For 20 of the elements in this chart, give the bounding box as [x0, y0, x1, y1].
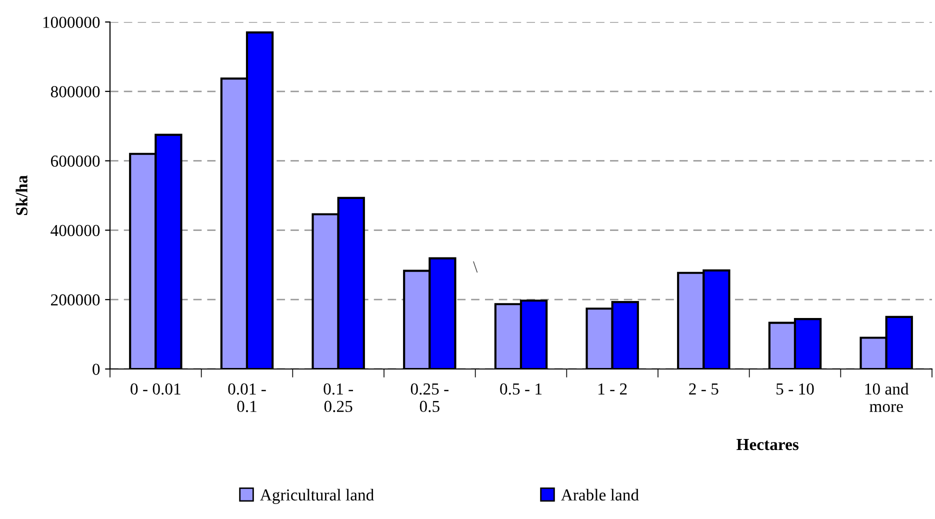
- y-tick-label: 800000: [50, 86, 100, 98]
- x-tick-label: 0.1 - 0.25: [324, 383, 354, 412]
- annotation: \: [473, 261, 478, 273]
- y-tick-label: 600000: [50, 156, 100, 167]
- y-tick-label: 1000000: [43, 16, 100, 28]
- x-axis-title: Hectares: [736, 439, 799, 450]
- x-tick-label: 0.01 - 0.1: [228, 383, 266, 412]
- x-tick-label: 2 - 5: [689, 383, 718, 395]
- legend-label: Arable land: [561, 488, 639, 501]
- x-tick-label: 1 - 2: [598, 383, 627, 394]
- x-tick-label: 0 - 0.01: [130, 383, 180, 395]
- x-tick-label: 5 - 10: [776, 383, 814, 395]
- x-tick-label: 10 and more: [865, 382, 909, 412]
- y-axis-title: Sk/ha: [16, 175, 28, 215]
- y-tick-label: 200000: [51, 294, 100, 306]
- y-tick-label: 0: [92, 364, 100, 375]
- legend-label: Agricultural land: [260, 488, 374, 504]
- x-tick-label: 0.5 - 1: [500, 383, 542, 395]
- x-tick-label: 0.25 - 0.5: [410, 383, 449, 412]
- y-tick-label: 400000: [50, 224, 100, 236]
